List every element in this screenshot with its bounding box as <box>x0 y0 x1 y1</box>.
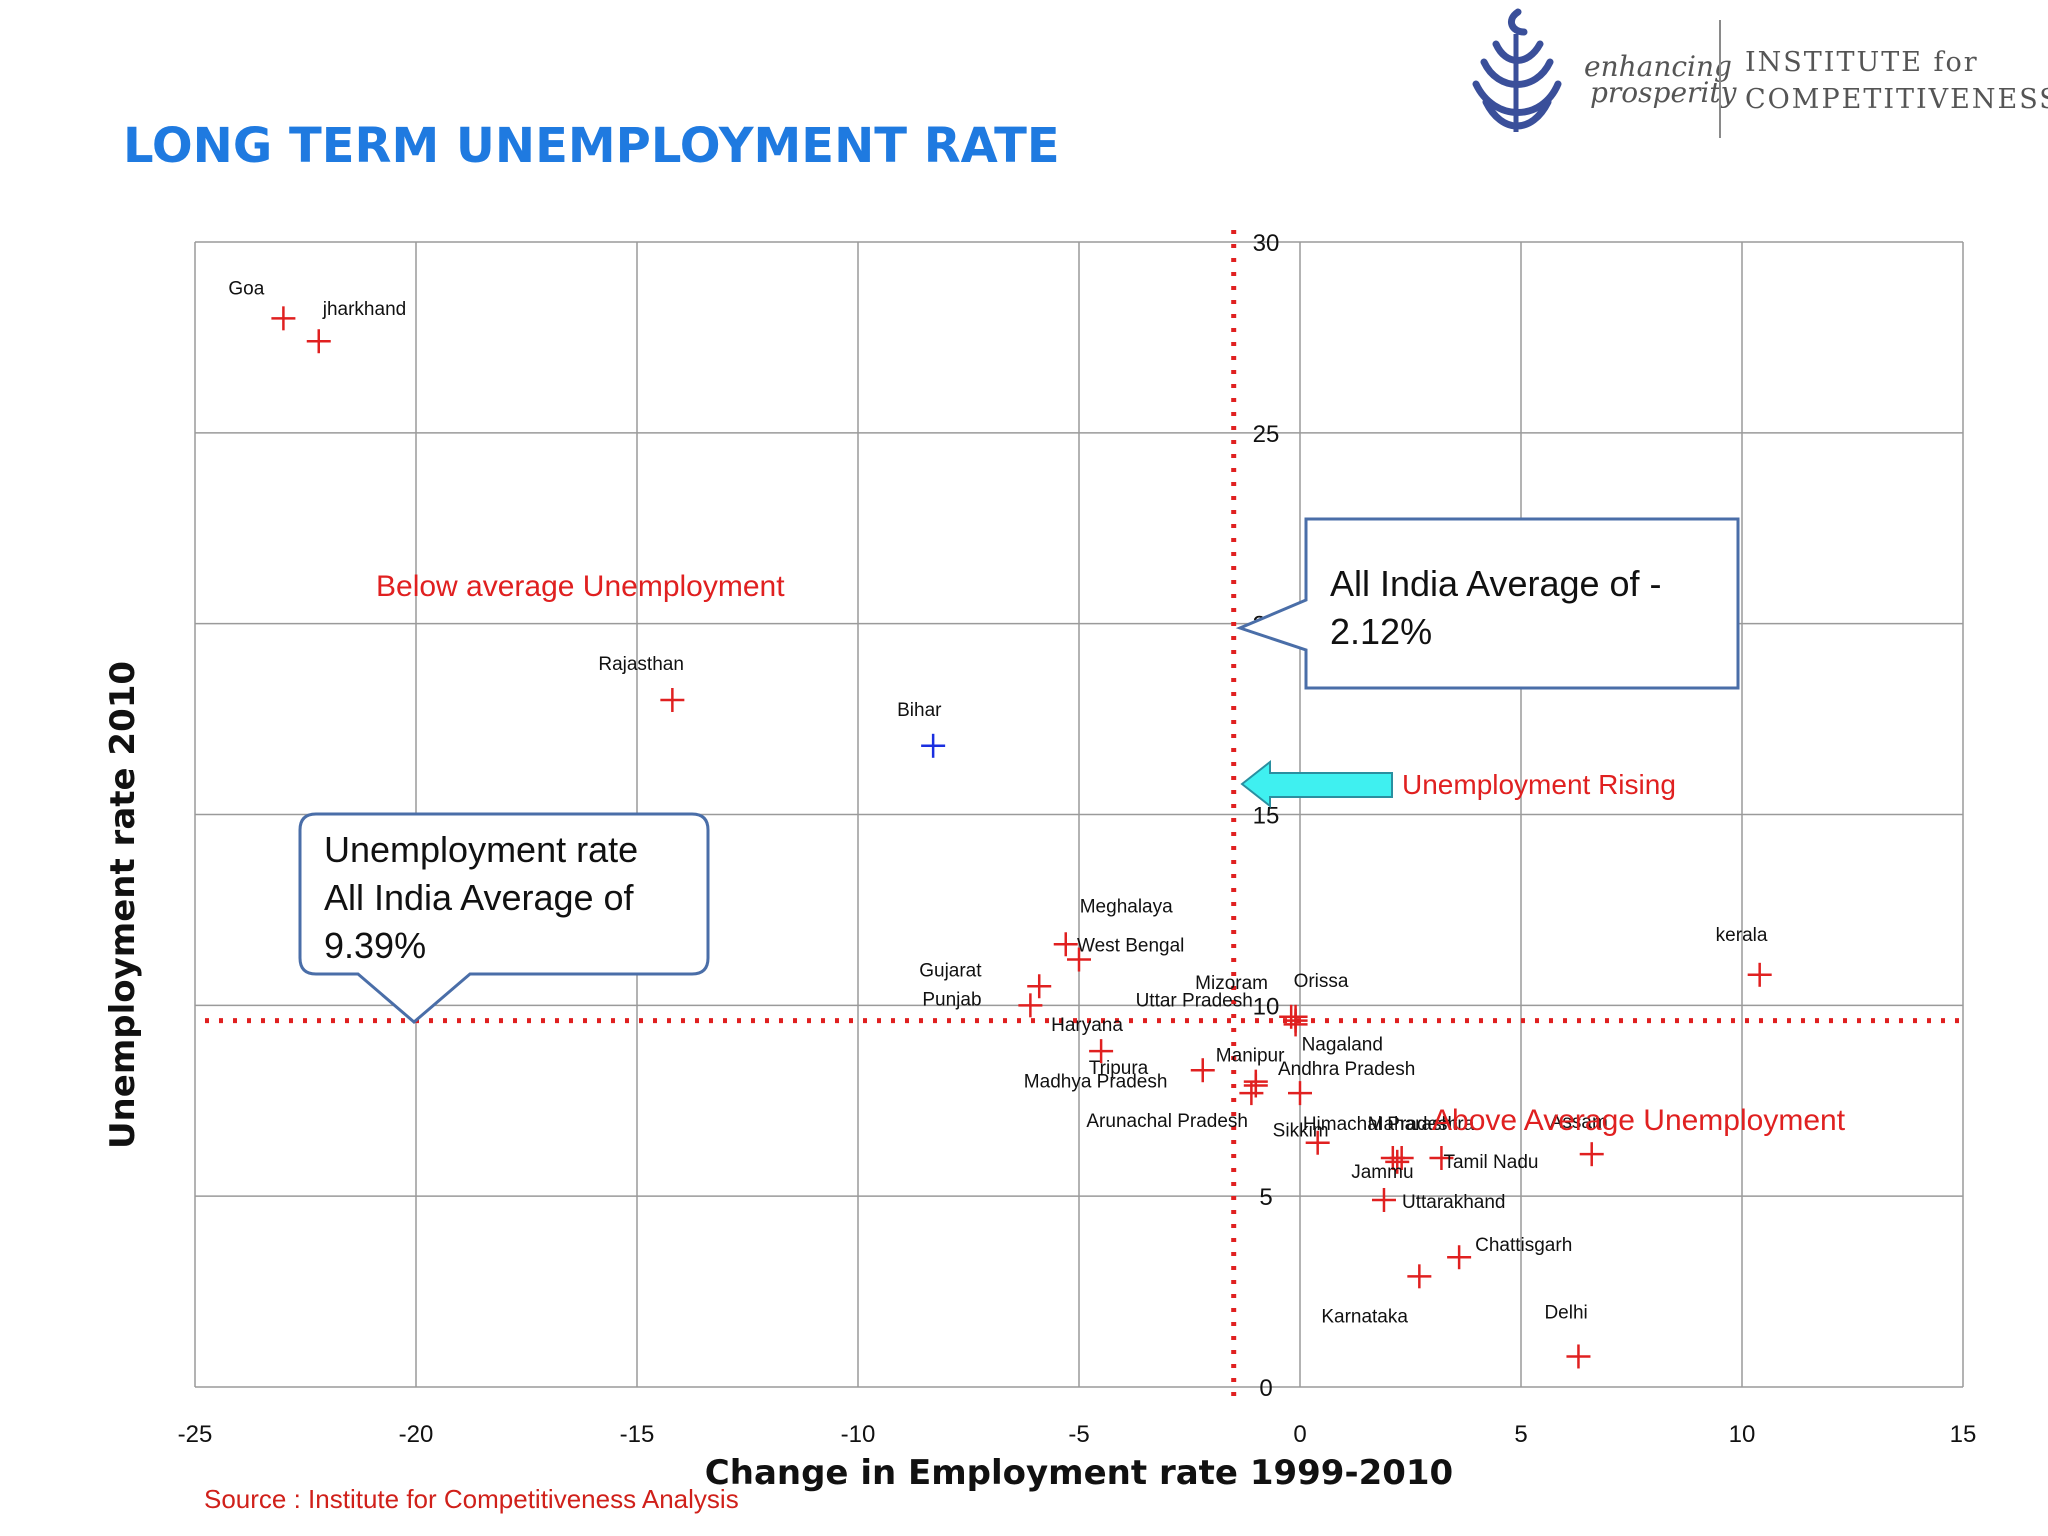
data-point <box>1305 1130 1330 1155</box>
point-labels: Goa jharkhand Rajasthan Bihar Meghalaya West … <box>228 278 1767 1327</box>
point-label: Punjab <box>922 989 981 1010</box>
slide-title: LONG TERM UNEMPLOYMENT RATE <box>123 118 1060 174</box>
logo-name-top: INSTITUTE for <box>1745 47 1979 78</box>
point-label: Maharashtra <box>1368 1114 1475 1135</box>
data-point <box>1429 1146 1454 1170</box>
point-label: Bihar <box>897 700 942 721</box>
point-label: Andhra Pradesh <box>1278 1059 1415 1080</box>
source-note: Source : Institute for Competitiveness A… <box>204 1484 739 1514</box>
data-point <box>1190 1058 1215 1083</box>
x-tick-label: 15 <box>1950 1421 1977 1448</box>
y-tick-label: 10 <box>1253 993 1280 1020</box>
point-label: Chattisgarh <box>1475 1235 1572 1256</box>
point-label: Orissa <box>1294 971 1349 992</box>
data-point <box>271 306 296 331</box>
callout-unemp-line1: Unemployment rate <box>324 829 639 870</box>
data-point <box>1053 932 1078 957</box>
point-label: Haryana <box>1051 1015 1123 1036</box>
x-axis-title: Change in Employment rate 1999-2010 <box>705 1453 1453 1493</box>
data-point <box>1067 947 1091 972</box>
data-point <box>1283 1012 1308 1037</box>
point-label: Tamil Nadu <box>1443 1152 1538 1173</box>
point-label: Rajasthan <box>598 654 684 675</box>
data-point <box>1566 1344 1591 1369</box>
above-average-annotation: Above Average Unemployment <box>1432 1104 1846 1137</box>
data-points <box>271 306 1772 1369</box>
data-point <box>1747 962 1772 987</box>
x-tick-label: -10 <box>841 1421 876 1448</box>
logo: enhancing prosperity INSTITUTE for COMPE… <box>1460 0 2048 165</box>
y-tick-label: 5 <box>1259 1184 1272 1211</box>
data-point <box>1027 974 1052 999</box>
point-label: kerala <box>1716 925 1768 946</box>
point-label: West Bengal <box>1077 936 1184 957</box>
callout-unemp-line3: 9.39% <box>324 925 427 966</box>
data-point <box>1385 1149 1410 1174</box>
y-tick-label: 15 <box>1253 803 1280 830</box>
data-point <box>1407 1264 1432 1289</box>
data-point <box>1371 1187 1396 1212</box>
data-point <box>921 733 946 758</box>
point-label: Uttar Pradesh <box>1136 991 1253 1012</box>
callout-average-change: All India Average of - 2.12% <box>1308 520 1738 688</box>
x-tick-label: 5 <box>1514 1421 1527 1448</box>
logo-tagline-bottom: prosperity <box>1590 76 1737 109</box>
data-point <box>1447 1245 1472 1270</box>
point-label: Meghalaya <box>1080 896 1173 917</box>
data-point <box>306 329 331 354</box>
y-tick-label: 25 <box>1253 421 1280 448</box>
point-label: jharkhand <box>322 299 406 320</box>
data-point <box>1018 993 1043 1018</box>
point-label: Sikkim <box>1273 1121 1329 1142</box>
point-label: Uttarakhand <box>1402 1192 1506 1213</box>
point-label: Nagaland <box>1302 1034 1383 1055</box>
callout-unemp-line2: All India Average of <box>324 877 634 918</box>
callout-average-change-shape <box>1235 517 1740 690</box>
y-axis-title: Unemployment rate 2010 <box>103 661 143 1149</box>
point-label: Delhi <box>1544 1302 1587 1323</box>
below-average-annotation: Below average Unemployment <box>376 570 785 603</box>
point-label: Arunachal Pradesh <box>1086 1111 1248 1132</box>
point-label: Karnataka <box>1321 1306 1408 1327</box>
callout-average-change-line2: 2.12% <box>1330 611 1433 652</box>
leaf-emblem-icon <box>1472 8 1562 132</box>
point-label: Manipur <box>1216 1045 1285 1066</box>
point-label: Madhya Pradesh <box>1024 1072 1168 1093</box>
callout-average-unemployment-shape <box>298 812 710 1024</box>
unemployment-rising-annotation: Unemployment Rising <box>1402 769 1676 800</box>
data-point <box>1389 1146 1414 1170</box>
x-tick-label: 10 <box>1729 1421 1756 1448</box>
point-label: Himachal Pradesh <box>1303 1114 1458 1135</box>
x-tick-label: -5 <box>1068 1421 1089 1448</box>
logo-tagline-top: enhancing <box>1584 50 1732 83</box>
data-point <box>1243 1073 1268 1098</box>
data-point <box>1579 1142 1604 1167</box>
data-point <box>660 688 685 712</box>
point-label: Tripura <box>1089 1058 1149 1079</box>
point-label: Mizoram <box>1195 973 1268 994</box>
logo-name-bottom: COMPETITIVENESS <box>1745 84 2048 115</box>
point-label: Assam <box>1550 1112 1608 1133</box>
point-label: Gujarat <box>919 960 982 981</box>
point-label: Goa <box>228 278 264 299</box>
x-tick-label: 0 <box>1293 1421 1306 1448</box>
x-tick-label: -25 <box>178 1421 213 1448</box>
data-point <box>1089 1039 1114 1064</box>
y-tick-label: 0 <box>1259 1375 1272 1402</box>
point-label: Jammu <box>1351 1162 1413 1183</box>
logo-divider <box>1719 20 1721 138</box>
callout-average-unemployment: Unemployment rate All India Average of 9… <box>296 814 706 974</box>
y-tick-label: 30 <box>1253 230 1280 257</box>
callout-average-change-line1: All India Average of - <box>1330 563 1662 604</box>
data-point <box>1288 1081 1312 1106</box>
left-arrow-icon <box>1240 759 1393 809</box>
x-tick-label: -20 <box>399 1421 434 1448</box>
x-tick-label: -15 <box>620 1421 655 1448</box>
